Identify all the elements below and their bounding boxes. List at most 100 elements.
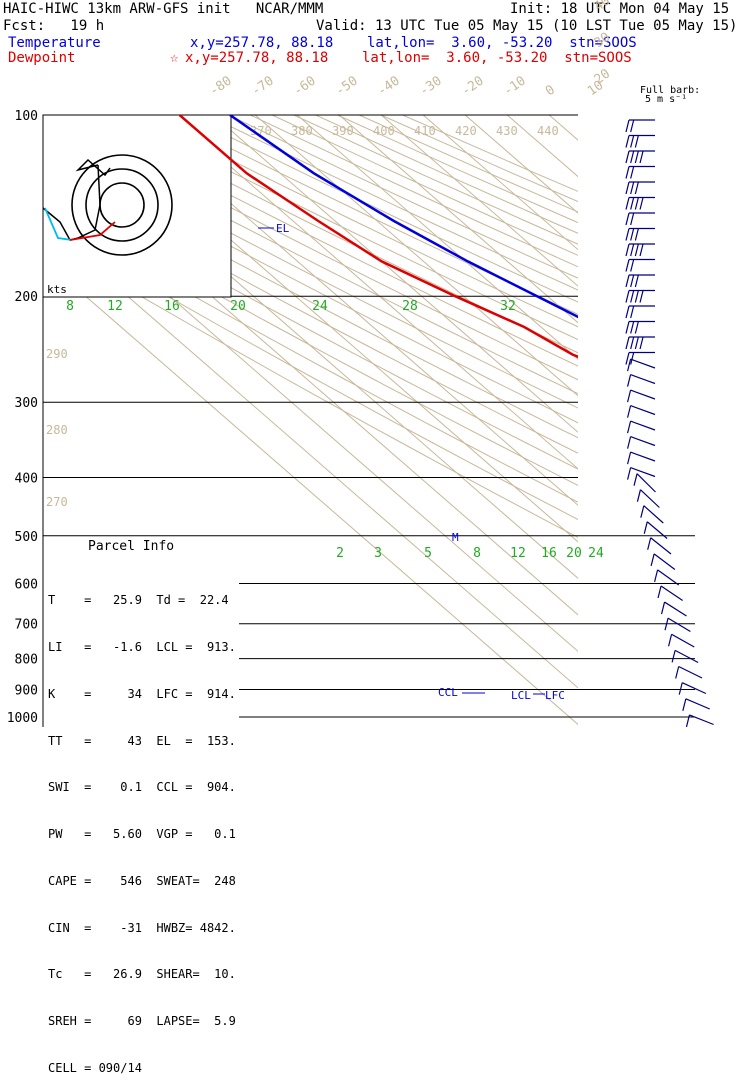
isotherm-tick-label: -40 [375, 74, 403, 100]
wind-barb [660, 585, 683, 601]
isotherm-tick-label: -30 [417, 74, 445, 100]
mixing-ratio-label: 12 [510, 546, 526, 561]
wind-barb-feather [625, 197, 630, 210]
wind-barb-feather [630, 212, 635, 226]
dry-adiabat-line [43, 144, 578, 424]
wind-barb [630, 358, 656, 369]
isotherm-line [380, 115, 578, 287]
isotherm-line [43, 258, 578, 726]
lcl-label: LCL [511, 689, 531, 702]
wind-barb-feather [639, 150, 644, 164]
wind-barb [630, 374, 656, 385]
pressure-tick-label: 500 [15, 530, 38, 545]
dry-adiabat-line [43, 238, 578, 538]
wind-barb-feather [634, 336, 639, 350]
dry-adiabat-line [271, 115, 578, 256]
mixing-ratio-label: 20 [230, 299, 246, 314]
theta-tick-label: 270 [46, 495, 68, 509]
theta-tick-label: 390 [332, 124, 354, 138]
wind-barb-feather [630, 150, 635, 164]
temperature-label: Temperature [8, 35, 101, 51]
theta-tick-label: 440 [537, 124, 559, 138]
wind-barb-feather [630, 259, 635, 272]
wind-barb-feather [626, 451, 632, 465]
dewpoint-label: Dewpoint [8, 50, 76, 66]
pressure-tick-label: 300 [15, 396, 38, 411]
wind-barb [646, 521, 668, 539]
wind-barb [630, 451, 656, 462]
wind-barb-feather [671, 650, 676, 663]
parcel-row: CAPE = 546 SWEAT= 248 [48, 873, 236, 888]
wind-barb-feather [625, 243, 630, 257]
parcel-row: K = 34 LFC = 914. [48, 686, 236, 701]
isotherm-line [296, 115, 578, 360]
dry-adiabat-line [54, 115, 578, 381]
wind-barb-feather [634, 243, 639, 257]
wind-barb-feather [630, 352, 635, 365]
mixing-ratio-label: 16 [164, 299, 180, 314]
mixing-ratio-line [685, 296, 740, 730]
isotherm-tick-label: -80 [207, 74, 235, 100]
isotherm-line [128, 115, 578, 506]
theta-tick-label: 290 [46, 347, 68, 361]
parcel-row: TT = 43 EL = 153. [48, 733, 236, 748]
wind-barb-feather [640, 505, 645, 518]
hodograph [42, 154, 173, 256]
dry-adiabat-line [76, 115, 578, 367]
valid-time: Valid: 13 UTC Tue 05 May 15 (10 LST Tue … [316, 18, 738, 34]
hodograph-ring [71, 154, 173, 256]
theta-tick-label: 380 [291, 124, 313, 138]
mixing-ratio-label: 12 [107, 299, 123, 314]
dry-adiabat-line [43, 195, 578, 486]
mixing-ratio-label: 32 [500, 299, 516, 314]
dewpoint-location: x,y=257.78, 88.18 lat,lon= 3.60, -53.20 … [185, 50, 632, 66]
dewpoint-marker-icon: ☆ [170, 50, 179, 66]
pressure-tick-label: 800 [15, 653, 38, 668]
theta-tick-label: 430 [496, 124, 518, 138]
parcel-info: T = 25.9 Td = 22.4 LI = -1.6 LCL = 913. … [48, 562, 238, 1092]
dry-adiabat-line [43, 182, 578, 470]
title-line: HAIC-HIWC 13km ARW-GFS init NCAR/MMM [3, 1, 324, 17]
dry-adiabat-line [358, 115, 578, 213]
wind-barb [689, 714, 714, 726]
wind-barb-feather [639, 197, 644, 210]
wind-barb-feather [647, 537, 652, 550]
parcel-row: CELL = 090/14 [48, 1061, 142, 1075]
wind-barb-feather [685, 714, 691, 728]
wind-barb-feather [625, 321, 630, 334]
wind-barb-feather [634, 321, 639, 334]
wind-barb-feather [630, 321, 635, 334]
parcel-row: PW = 5.60 VGP = 0.1 [48, 827, 236, 842]
temperature-location: x,y=257.78, 88.18 lat,lon= 3.60, -53.20 … [190, 35, 637, 51]
hodograph-panel [42, 114, 232, 298]
isotherm-line [170, 115, 578, 470]
barb-key-line1: Full barb: [640, 85, 701, 96]
wind-barb-feather [633, 473, 638, 486]
ccl-label: CCL [438, 686, 458, 699]
wind-barb-feather [675, 666, 680, 679]
wind-barb-feather [625, 119, 630, 133]
wind-barb-feather [643, 521, 648, 534]
isotherm-line [675, 115, 740, 730]
dry-adiabat-line [43, 156, 578, 439]
wind-barb-feather [625, 305, 630, 319]
isotherm-tick-label: 30 [592, 30, 613, 51]
isotherm-line [254, 115, 578, 397]
dry-adiabat-line [206, 115, 578, 291]
parcel-row: SWI = 0.1 CCL = 904. [48, 780, 236, 795]
isotherm-tick-label: -60 [291, 74, 319, 100]
wind-barb-feather [678, 682, 683, 695]
wind-barb-feather [634, 135, 639, 148]
dry-adiabat-line [163, 115, 578, 315]
pressure-tick-label: 900 [15, 683, 38, 698]
wind-barb-feather [634, 197, 639, 210]
pressure-tick-label: 100 [15, 109, 38, 124]
mixing-ratio-label: 24 [312, 299, 328, 314]
wind-barb-feather [625, 274, 630, 288]
wind-barb [630, 405, 656, 416]
wind-barb-feather [626, 358, 632, 372]
lfc-label: LFC [545, 689, 565, 702]
isotherm-tick-label: -50 [333, 74, 361, 100]
wind-barb-feather [625, 212, 630, 226]
wind-barb [653, 553, 676, 570]
